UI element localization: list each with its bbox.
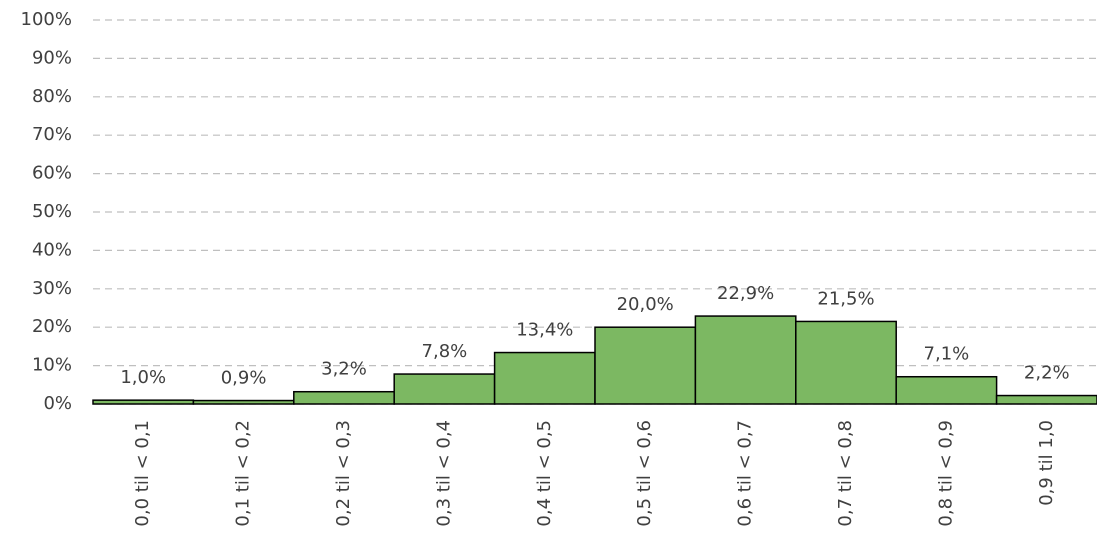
- data-label: 1,0%: [120, 367, 166, 388]
- data-label: 7,8%: [422, 341, 468, 362]
- bar: [895, 375, 998, 405]
- data-label: 13,4%: [516, 320, 573, 341]
- data-label: 3,2%: [321, 359, 367, 380]
- bar: [594, 326, 697, 405]
- x-tick-label: 0,8 til < 0,9: [935, 420, 956, 527]
- x-tick-label: 0,0 til < 0,1: [132, 420, 153, 527]
- bar: [493, 351, 596, 405]
- y-tick-label: 70%: [32, 124, 72, 145]
- bar: [995, 394, 1097, 405]
- x-tick-label: 0,2 til < 0,3: [333, 420, 354, 527]
- y-tick-label: 90%: [32, 47, 72, 68]
- x-tick-label: 0,6 til < 0,7: [735, 420, 756, 527]
- bar: [92, 399, 195, 405]
- bar: [393, 373, 496, 405]
- x-tick-label: 0,7 til < 0,8: [835, 420, 856, 527]
- y-tick-label: 80%: [32, 86, 72, 107]
- bar: [795, 320, 897, 405]
- y-tick-label: 10%: [32, 355, 72, 376]
- y-tick-label: 0%: [43, 393, 72, 414]
- data-label: 0,9%: [221, 368, 267, 389]
- data-label: 21,5%: [817, 288, 874, 309]
- y-tick-label: 60%: [32, 163, 72, 184]
- x-tick-label: 0,9 til 1,0: [1036, 420, 1057, 506]
- y-tick-label: 20%: [32, 316, 72, 337]
- bar: [293, 390, 395, 405]
- x-tick-label: 0,4 til < 0,5: [534, 420, 555, 527]
- y-tick-label: 40%: [32, 239, 72, 260]
- data-label: 2,2%: [1024, 363, 1070, 384]
- x-tick-label: 0,5 til < 0,6: [634, 420, 655, 527]
- x-tick-label: 0,3 til < 0,4: [433, 420, 454, 527]
- y-tick-label: 50%: [32, 201, 72, 222]
- data-label: 20,0%: [617, 294, 674, 315]
- bar: [694, 315, 797, 405]
- data-label: 7,1%: [924, 344, 970, 365]
- y-tick-label: 30%: [32, 278, 72, 299]
- data-label: 22,9%: [717, 283, 774, 304]
- x-tick-label: 0,1 til < 0,2: [233, 420, 254, 527]
- bar: [192, 399, 295, 405]
- y-tick-label: 100%: [21, 9, 72, 30]
